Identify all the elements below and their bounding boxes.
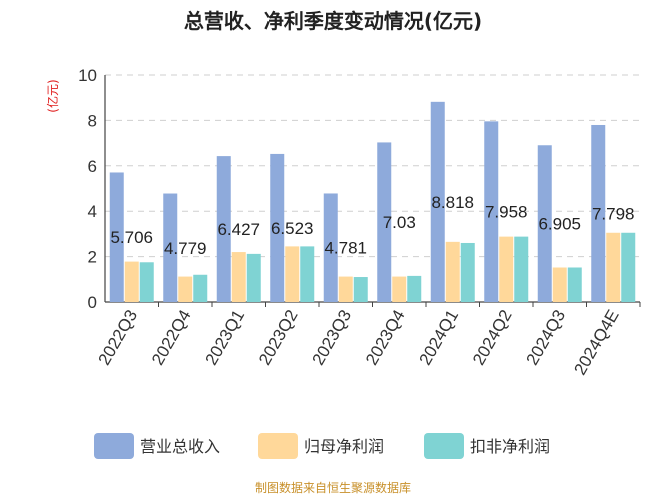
bar-2024Q3-series-0 bbox=[537, 145, 552, 302]
bar-2022Q4-series-1 bbox=[178, 276, 193, 302]
x-tick-label: 2024Q2 bbox=[469, 307, 516, 369]
bar-2023Q2-series-1 bbox=[285, 246, 300, 302]
bar-2023Q3-series-2 bbox=[353, 277, 368, 302]
data-label: 6.905 bbox=[538, 215, 581, 234]
legend-swatch bbox=[94, 433, 134, 459]
data-label: 7.958 bbox=[485, 203, 528, 222]
bar-2023Q2-series-2 bbox=[300, 246, 315, 302]
legend-label: 归母净利润 bbox=[304, 437, 384, 456]
bar-2024Q3-series-2 bbox=[567, 267, 582, 302]
bar-2023Q3-series-0 bbox=[323, 193, 338, 302]
bar-2023Q1-series-0 bbox=[216, 156, 231, 302]
data-label: 4.779 bbox=[164, 239, 207, 258]
bar-2022Q3-series-0 bbox=[109, 172, 124, 302]
bar-2022Q3-series-2 bbox=[139, 262, 154, 302]
y-tick-label: 0 bbox=[88, 293, 97, 312]
data-labels: 5.706 4.779 6.427 6.523 4.781 7.03 8.818 7.958 6… bbox=[110, 193, 634, 258]
bars bbox=[109, 101, 641, 307]
bar-2024Q1-series-1 bbox=[445, 241, 460, 302]
x-tick-label: 2024Q3 bbox=[523, 307, 570, 369]
legend-label: 扣非净利润 bbox=[470, 437, 550, 456]
bar-2023Q3-series-1 bbox=[338, 276, 353, 302]
y-tick-label: 2 bbox=[88, 248, 97, 267]
bar-2022Q4-series-2 bbox=[193, 274, 208, 302]
x-tick-label: 2022Q4 bbox=[148, 307, 195, 369]
bar-2023Q4-series-1 bbox=[392, 276, 407, 302]
bar-2024Q3-series-1 bbox=[552, 267, 567, 302]
x-tick-label: 2023Q4 bbox=[362, 307, 409, 369]
bar-2024Q1-series-2 bbox=[460, 242, 475, 302]
data-label: 5.706 bbox=[110, 228, 153, 247]
bar-2023Q2-series-0 bbox=[270, 153, 285, 302]
bar-2022Q4-series-0 bbox=[163, 193, 178, 302]
legend: 营业总收入 归母净利润 扣非净利润 bbox=[94, 433, 550, 459]
source-note: 制图数据来自恒生聚源数据库 bbox=[255, 480, 411, 495]
bar-2024Q4E-series-1 bbox=[606, 232, 621, 302]
y-tick-label: 10 bbox=[78, 66, 97, 85]
x-tick-label: 2022Q3 bbox=[95, 307, 142, 369]
data-label: 6.427 bbox=[217, 220, 260, 239]
bar-2024Q2-series-1 bbox=[499, 236, 514, 302]
bar-2024Q2-series-0 bbox=[484, 121, 499, 303]
x-tick-label: 2023Q3 bbox=[309, 307, 356, 369]
y-tick-label: 6 bbox=[88, 157, 97, 176]
bar-2024Q1-series-0 bbox=[430, 101, 445, 303]
bar-2023Q1-series-2 bbox=[246, 253, 261, 302]
x-axis-ticks: 2022Q3 2022Q4 2023Q1 2023Q2 2023Q3 2023Q4 2024… bbox=[95, 307, 623, 379]
x-tick-label: 2023Q2 bbox=[255, 307, 302, 369]
x-tick-label: 2024Q1 bbox=[416, 307, 463, 369]
y-tick-label: 4 bbox=[88, 202, 97, 221]
x-tick-label: 2023Q1 bbox=[202, 307, 249, 369]
bar-2024Q4E-series-0 bbox=[591, 124, 606, 302]
bar-2022Q3-series-1 bbox=[124, 261, 139, 302]
legend-swatch bbox=[258, 433, 298, 459]
data-label: 8.818 bbox=[431, 193, 474, 212]
bar-2024Q2-series-2 bbox=[514, 236, 529, 302]
legend-label: 营业总收入 bbox=[140, 437, 220, 456]
chart-title: 总营收、净利季度变动情况(亿元) bbox=[184, 9, 482, 33]
bar-2023Q4-series-0 bbox=[377, 142, 392, 302]
legend-swatch bbox=[424, 433, 464, 459]
bar-2024Q4E-series-2 bbox=[621, 232, 636, 302]
data-label: 6.523 bbox=[271, 219, 314, 238]
x-tick-label: 2024Q4E bbox=[570, 307, 622, 379]
y-axis-ticks: 0 2 4 6 8 10 bbox=[78, 66, 97, 312]
data-label: 7.798 bbox=[592, 204, 635, 223]
y-axis-label: (亿元) bbox=[45, 79, 60, 112]
data-label: 4.781 bbox=[324, 239, 367, 258]
data-label: 7.03 bbox=[383, 213, 416, 232]
bar-2023Q1-series-1 bbox=[231, 252, 246, 302]
y-tick-label: 8 bbox=[88, 111, 97, 130]
bar-2023Q4-series-2 bbox=[407, 275, 422, 302]
